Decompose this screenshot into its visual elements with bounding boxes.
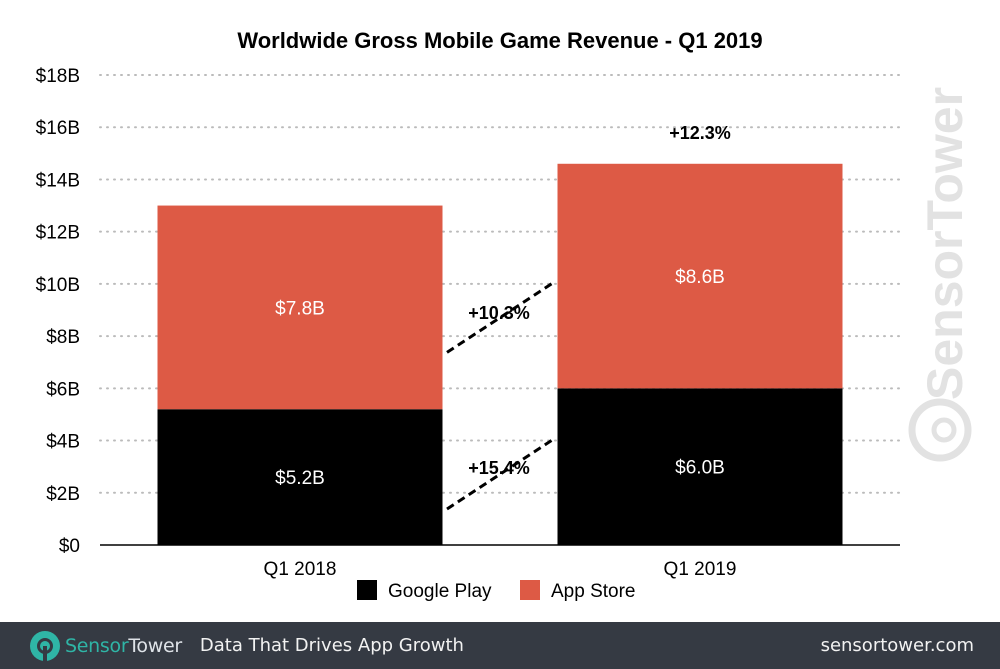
x-tick-label: Q1 2019	[664, 559, 737, 580]
y-tick-label: $14B	[36, 170, 80, 191]
bar-app-store	[157, 205, 443, 410]
y-tick-label: $16B	[36, 118, 80, 139]
bar-value-label: $7.8B	[275, 298, 325, 319]
bar-value-label: $8.6B	[675, 267, 725, 288]
legend-label: Google Play	[388, 581, 492, 602]
y-tick-label: $10B	[36, 275, 80, 296]
footer-bar: SensorTower Data That Drives App Growth …	[0, 622, 1000, 669]
watermark-logo-inner-icon	[931, 417, 957, 443]
bar-app-store	[557, 163, 843, 389]
y-tick-label: $4B	[46, 432, 80, 453]
y-tick-label: $0	[59, 536, 80, 557]
y-tick-label: $2B	[46, 484, 80, 505]
bar-google-play	[157, 409, 443, 545]
legend-swatch	[520, 580, 540, 600]
growth-label-total: +12.3%	[669, 123, 731, 143]
growth-label-app-store: +10.3%	[468, 303, 530, 323]
growth-line-app-store	[446, 281, 554, 354]
bar-value-label: $5.2B	[275, 468, 325, 489]
brand-part-sensor: Sensor	[65, 634, 129, 657]
y-tick-label: $6B	[46, 379, 80, 400]
growth-label-google-play: +15.4%	[468, 458, 530, 478]
site-link[interactable]: sensortower.com	[820, 635, 974, 656]
watermark-text: SensorTower	[917, 87, 973, 400]
y-tick-label: $8B	[46, 327, 80, 348]
legend-swatch	[357, 580, 377, 600]
brand-part-tower: Tower	[128, 634, 182, 657]
bar-google-play	[557, 388, 843, 545]
y-tick-label: $18B	[36, 66, 80, 87]
tagline: Data That Drives App Growth	[199, 635, 464, 656]
y-tick-label: $12B	[36, 223, 80, 244]
bar-value-label: $6.0B	[675, 458, 725, 479]
chart-title: Worldwide Gross Mobile Game Revenue - Q1…	[237, 28, 762, 53]
sensortower-logo-icon	[30, 630, 60, 661]
growth-line-google-play	[446, 438, 554, 511]
chart: SensorTower Worldwide Gross Mobile Game R…	[36, 28, 973, 602]
x-tick-label: Q1 2018	[264, 559, 337, 580]
sensortower-logo[interactable]: SensorTower	[30, 630, 182, 661]
watermark-logo-icon	[908, 398, 972, 462]
legend-label: App Store	[551, 581, 636, 602]
brand-name: SensorTower	[65, 635, 182, 657]
